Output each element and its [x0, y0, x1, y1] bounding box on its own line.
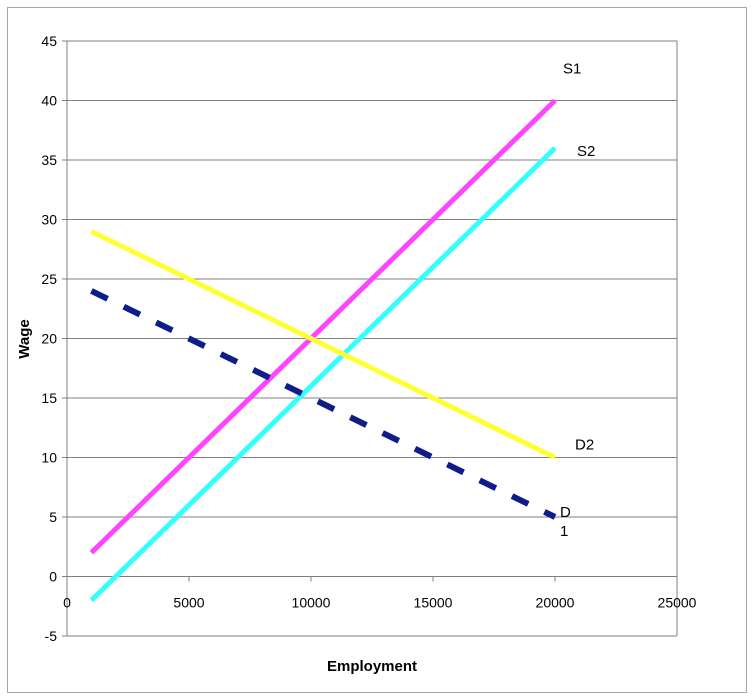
x-tick-label: 0	[63, 595, 71, 611]
series-line-s2	[89, 146, 557, 603]
series-lines	[89, 98, 557, 603]
series-line-d2	[90, 229, 557, 460]
x-tick-label: 25000	[658, 595, 697, 611]
series-labels: S1 S2 D2 D 1	[560, 61, 595, 541]
axes	[62, 40, 678, 637]
series-label-s2: S2	[577, 143, 595, 160]
y-tick-label: -5	[45, 628, 58, 644]
gridlines	[67, 40, 677, 637]
y-tick-label: 10	[41, 450, 57, 466]
series-label-d2: D2	[575, 437, 594, 454]
x-axis-title: Employment	[327, 658, 417, 675]
y-tick-label: 20	[41, 331, 57, 347]
x-tick-label: 10000	[292, 595, 331, 611]
y-tick-label: 35	[41, 152, 57, 168]
chart-frame	[7, 7, 747, 693]
series-label-s1: S1	[563, 61, 581, 78]
x-tick-label: 15000	[414, 595, 453, 611]
y-tick-label: 45	[41, 33, 57, 49]
y-tick-label: 5	[49, 509, 57, 525]
y-tick-label: 25	[41, 271, 57, 287]
series-line-s1	[89, 98, 557, 555]
tick-labels: -5 0 5 10 15 20 25 30 35 40 45 0 5000 10000 15000 20000…	[41, 33, 696, 644]
series-line-d1	[90, 288, 557, 520]
x-tick-label: 20000	[536, 595, 575, 611]
y-tick-label: 40	[41, 93, 57, 109]
y-tick-label: 15	[41, 390, 57, 406]
y-tick-label: 30	[41, 212, 57, 228]
x-tick-label: 5000	[173, 595, 204, 611]
y-axis-title: Wage	[16, 319, 33, 358]
y-tick-label: 0	[49, 569, 57, 585]
